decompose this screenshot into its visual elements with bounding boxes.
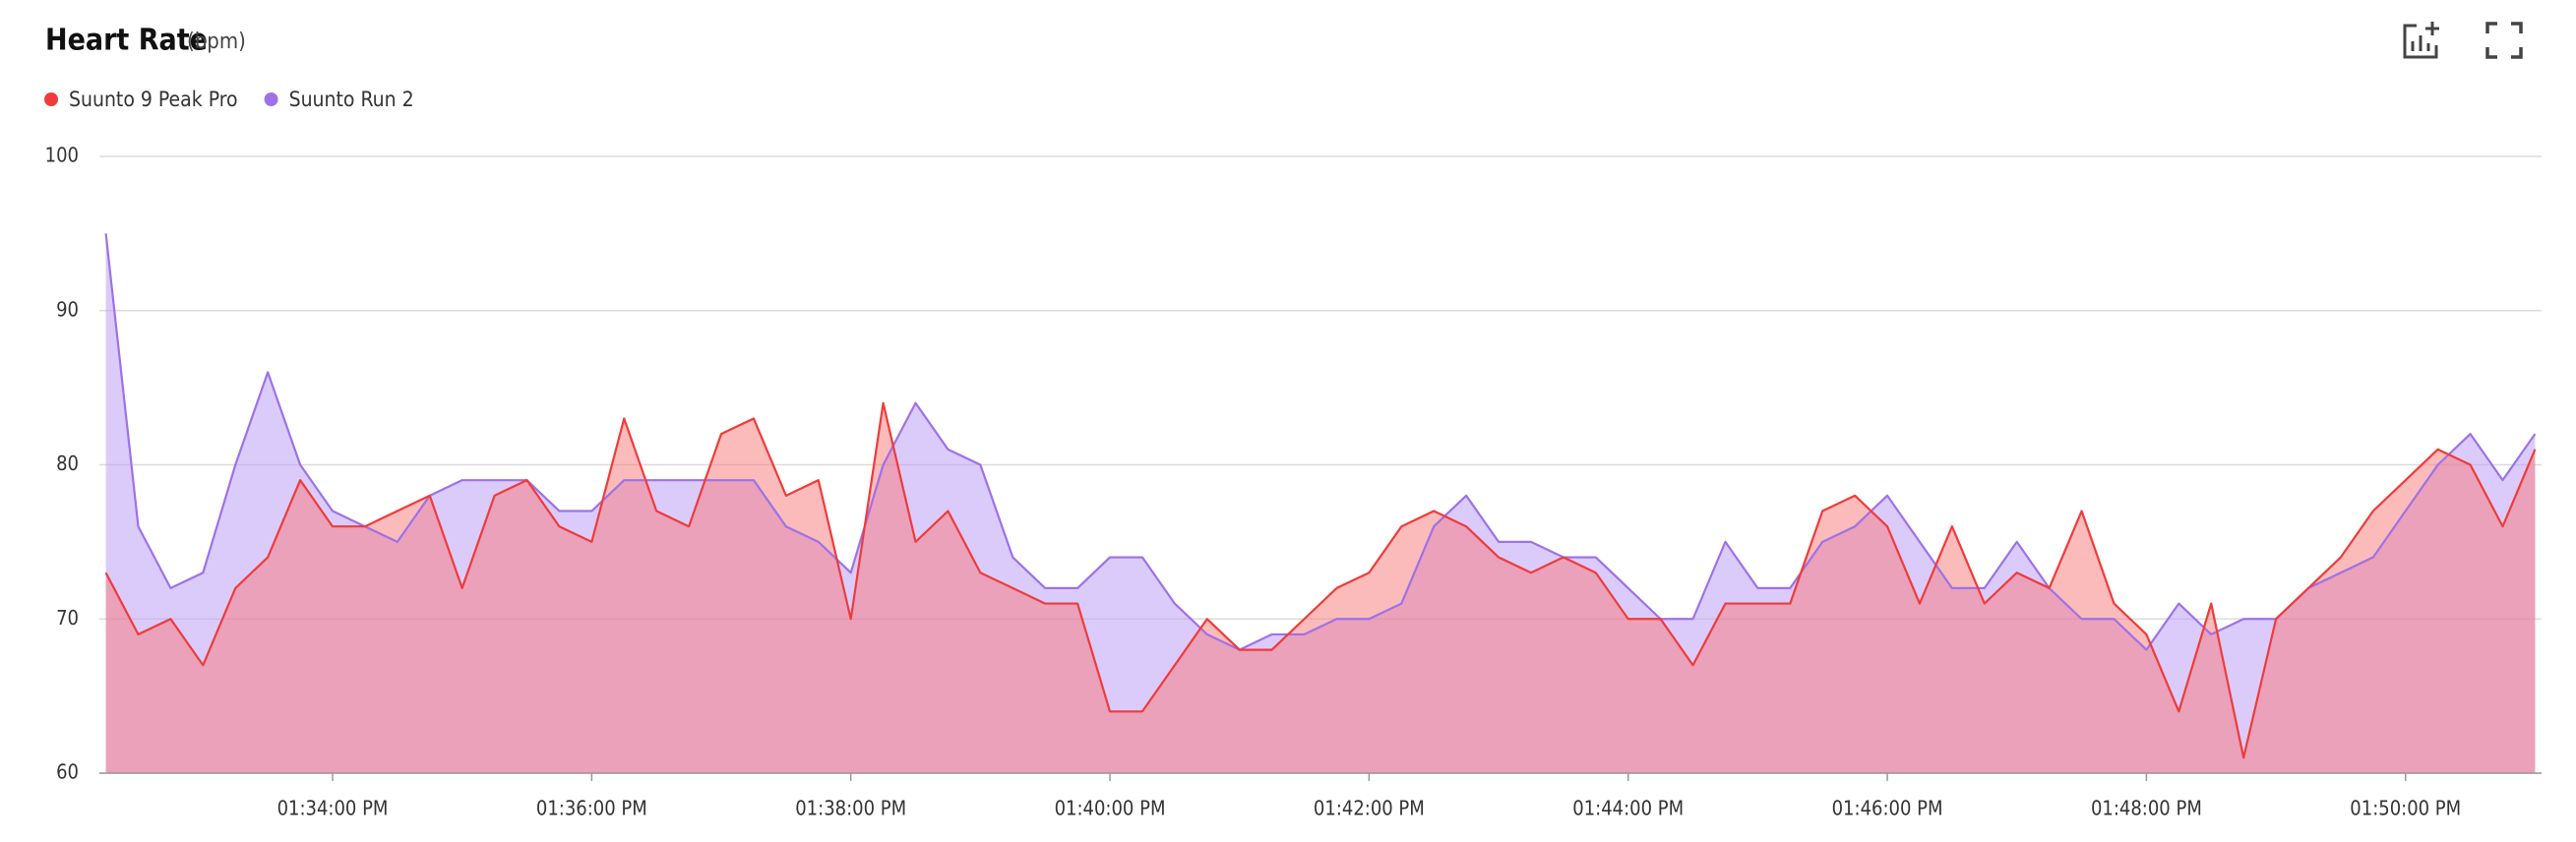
x-tick-label: 01:40:00 PM bbox=[1055, 797, 1166, 820]
series-line bbox=[104, 401, 2537, 759]
x-tick-label: 01:44:00 PM bbox=[1572, 797, 1684, 820]
insert-chart-icon[interactable] bbox=[2403, 22, 2439, 59]
legend-label: Suunto 9 Peak Pro bbox=[69, 88, 238, 111]
y-tick-label: 90 bbox=[56, 297, 79, 321]
legend-marker bbox=[264, 92, 278, 106]
y-tick-label: 70 bbox=[56, 606, 79, 630]
y-tick-label: 100 bbox=[45, 144, 79, 167]
x-tick-label: 01:36:00 PM bbox=[536, 797, 647, 820]
legend-label: Suunto Run 2 bbox=[289, 88, 414, 111]
x-tick-label: 01:34:00 PM bbox=[277, 797, 389, 820]
y-tick-label: 80 bbox=[56, 451, 79, 475]
area-fill bbox=[105, 402, 2536, 773]
x-tick-label: 01:50:00 PM bbox=[2350, 797, 2461, 820]
legend-marker bbox=[44, 92, 58, 106]
x-tick-label: 01:38:00 PM bbox=[795, 797, 906, 820]
chart-subtitle: (bpm) bbox=[187, 30, 246, 54]
series-line bbox=[104, 233, 2537, 651]
fullscreen-icon[interactable] bbox=[2485, 22, 2523, 59]
x-tick-label: 01:42:00 PM bbox=[1314, 797, 1425, 820]
x-tick-label: 01:48:00 PM bbox=[2091, 797, 2202, 820]
chart-title: Heart Rate bbox=[45, 24, 208, 58]
x-tick-label: 01:46:00 PM bbox=[1832, 797, 1943, 820]
y-tick-label: 60 bbox=[56, 760, 79, 784]
